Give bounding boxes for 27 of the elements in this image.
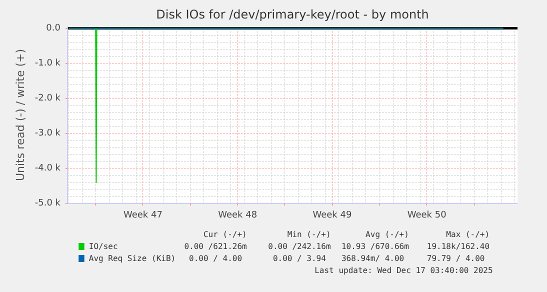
legend-label: Avg Req Size (KiB) [88,254,176,263]
text: 0.00 / 4.00 [189,254,242,263]
y-tick-label: -4.0 k [34,163,62,174]
text: Min (-/+) [287,230,331,239]
text: 79.79 / 4.00 [426,254,485,263]
x-tick-label: Week 49 [312,210,352,220]
chart-title: Disk IOs for /dev/primary-key/root - by month [156,8,429,22]
text: Cur (-/+) [203,230,247,239]
text: 10.93 /670.66m [341,242,410,251]
y-tick-label: -2.0 k [34,93,62,104]
x-tick-label: Week 48 [218,210,258,220]
text: Avg (-/+) [366,230,409,239]
text: 0.00 /242.16m [268,242,331,251]
y-tick-label: -5.0 k [34,198,62,208]
text: Last update: Wed Dec 17 03:40:00 2025 [314,266,494,275]
text: 0.00 / 3.94 [272,254,326,263]
y-tick-label: 0.0 [46,23,61,34]
text: 19.18k/162.40 [426,242,490,251]
text: Max (-/+) [446,230,490,239]
y-axis-title: Units read (-) / write (+) [14,48,27,182]
x-tick-label: Week 47 [123,210,162,220]
y-tick-label: -1.0 k [34,58,62,68]
text: 0.00 /621.26m [184,242,248,251]
x-tick-label: Week 50 [407,210,447,220]
text: 368.94m/ 4.00 [341,254,404,263]
legend-label: IO/sec [88,242,118,251]
y-tick-label: -3.0 k [34,128,62,138]
